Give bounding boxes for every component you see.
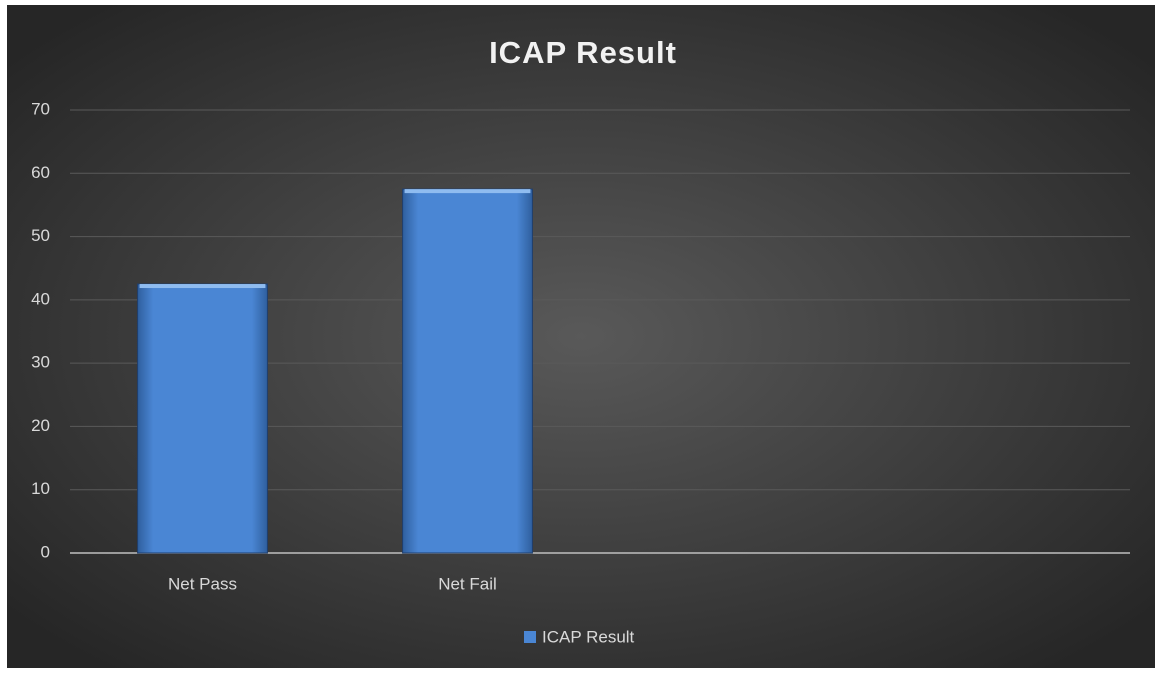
y-tick-label: 60	[31, 163, 50, 182]
bar	[402, 188, 533, 554]
legend-swatch	[524, 631, 536, 643]
y-tick-label: 10	[31, 479, 50, 498]
x-tick-label: Net Fail	[438, 574, 497, 593]
y-tick-label: 70	[31, 99, 50, 118]
bar-highlight	[404, 189, 531, 194]
legend-label: ICAP Result	[542, 627, 635, 646]
y-tick-label: 20	[31, 416, 50, 435]
y-tick-label: 40	[31, 289, 50, 308]
y-tick-label: 30	[31, 353, 50, 372]
y-tick-label: 0	[41, 542, 50, 561]
bar-highlight	[139, 284, 266, 289]
y-tick-label: 50	[31, 226, 50, 245]
bar	[137, 283, 268, 554]
x-tick-label: Net Pass	[168, 574, 237, 593]
chart-title: ICAP Result	[489, 35, 677, 70]
